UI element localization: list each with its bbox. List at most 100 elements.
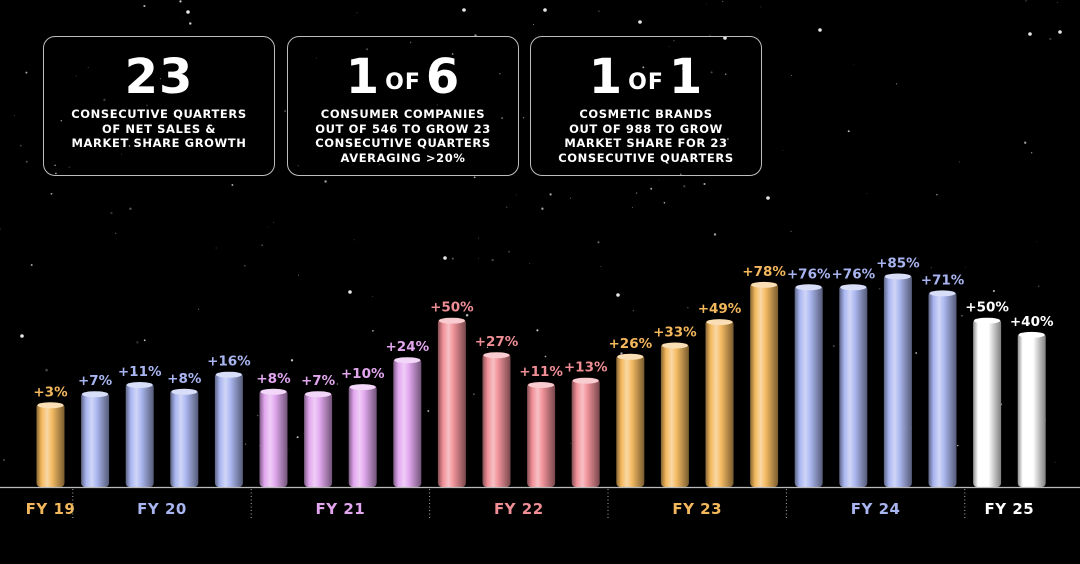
- bar: [348, 385, 377, 487]
- star: [243, 264, 246, 267]
- data-label: +49%: [698, 301, 742, 317]
- star: [200, 142, 202, 144]
- bar-cap: [706, 319, 733, 326]
- star: [75, 75, 77, 77]
- star: [284, 110, 287, 113]
- star: [181, 17, 183, 18]
- star: [231, 184, 234, 186]
- star: [532, 23, 535, 26]
- star: [681, 67, 685, 71]
- stat-big-number: 23: [124, 49, 194, 105]
- bar-cap: [438, 317, 465, 324]
- star: [290, 359, 294, 362]
- star: [632, 206, 633, 208]
- star: [478, 237, 480, 239]
- star: [198, 308, 200, 310]
- stat-line: MARKET SHARE FOR 23: [564, 136, 728, 150]
- star: [110, 212, 113, 215]
- data-label: +13%: [564, 360, 608, 376]
- star: [760, 6, 762, 8]
- star: [683, 185, 686, 188]
- star: [895, 83, 898, 85]
- stat-description: CONSUMER COMPANIES OUT OF 546 TO GROW 23…: [288, 107, 518, 165]
- stat-line: CONSECUTIVE QUARTERS: [558, 150, 734, 165]
- star: [87, 67, 89, 69]
- star: [687, 307, 689, 309]
- star: [372, 295, 374, 297]
- star: [244, 443, 247, 445]
- star: [936, 194, 938, 196]
- star: [1049, 37, 1052, 41]
- star: [642, 66, 645, 69]
- stat-line: CONSECUTIVE QUARTERS: [71, 107, 247, 121]
- star: [541, 207, 544, 210]
- bar: [571, 378, 600, 487]
- star: [261, 244, 263, 247]
- star: [600, 266, 602, 268]
- star: [549, 193, 552, 196]
- star: [616, 293, 620, 297]
- star: [529, 263, 531, 265]
- star: [543, 8, 547, 12]
- star: [55, 172, 57, 175]
- bar: [170, 389, 199, 487]
- data-label: +78%: [742, 264, 786, 280]
- star: [473, 393, 475, 395]
- data-label: +76%: [787, 266, 831, 282]
- star: [465, 313, 469, 317]
- bar-cap: [661, 342, 688, 349]
- star: [336, 383, 339, 385]
- fiscal-year-label: FY 21: [316, 500, 366, 518]
- star: [722, 0, 724, 2]
- bar-cap: [795, 284, 822, 291]
- star: [436, 104, 438, 106]
- bar: [660, 343, 689, 487]
- stat-line: OF NET SALES &: [101, 121, 217, 136]
- star: [818, 28, 822, 32]
- star: [992, 289, 995, 293]
- star: [706, 3, 708, 4]
- bar: [794, 285, 823, 487]
- stat-line: CONSUMER COMPANIES: [320, 107, 486, 121]
- star: [703, 182, 706, 186]
- star: [726, 137, 730, 141]
- bar-cap: [126, 382, 153, 388]
- bar: [81, 392, 110, 487]
- bar: [527, 383, 556, 487]
- star: [597, 241, 600, 244]
- data-label: +7%: [78, 373, 113, 389]
- data-label: +3%: [33, 384, 68, 400]
- star: [182, 373, 185, 375]
- bar-cap: [528, 382, 555, 388]
- data-label: +71%: [921, 272, 965, 288]
- star: [499, 72, 501, 75]
- bar: [393, 358, 422, 487]
- star: [189, 22, 192, 25]
- data-label: +24%: [385, 339, 429, 355]
- fiscal-year-label: FY 23: [672, 500, 722, 518]
- star: [267, 226, 269, 228]
- star: [19, 144, 22, 147]
- star: [427, 409, 430, 413]
- bar: [259, 389, 288, 487]
- star: [287, 449, 289, 450]
- star: [50, 192, 53, 195]
- star: [515, 194, 517, 196]
- star: [443, 256, 447, 260]
- data-label: +10%: [341, 366, 385, 382]
- bar-cap: [82, 391, 109, 398]
- star: [129, 207, 132, 211]
- star: [915, 352, 918, 354]
- star: [133, 371, 137, 374]
- bar-cap: [840, 284, 867, 291]
- star: [128, 145, 131, 147]
- bar: [482, 353, 511, 487]
- star: [866, 193, 868, 195]
- stat-big-number: 1 OF 6: [345, 49, 461, 105]
- star: [713, 233, 717, 236]
- bar-cap: [260, 388, 287, 395]
- star: [569, 442, 571, 444]
- data-label: +8%: [256, 371, 291, 387]
- star: [150, 138, 153, 141]
